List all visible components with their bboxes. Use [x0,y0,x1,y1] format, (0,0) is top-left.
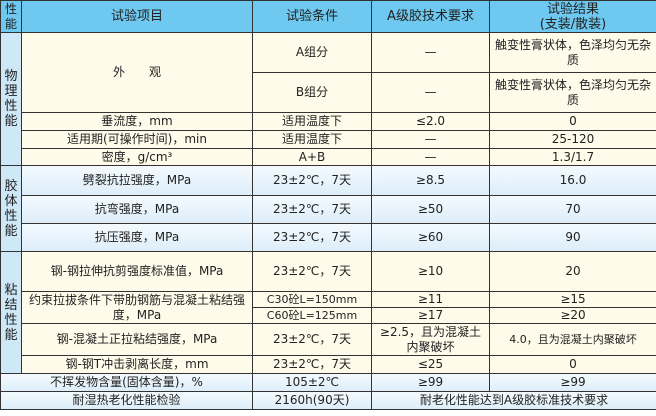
cell-requirement: ≥60 [371,223,490,252]
cell-condition: B组分 [252,72,372,113]
cell-requirement: — [371,130,490,149]
cell-requirement: ≥99 [371,373,490,392]
cell-item: 抗压强度，MPa [21,223,253,252]
category-bond: 粘结性能 [0,251,22,374]
category-colloid: 胶体性能 [0,165,22,252]
table-row: 粘结性能 钢-钢拉伸抗剪强度标准值，MPa 23±2℃，7天 ≥10 20 [0,251,656,374]
cell-result: ≥99 [489,373,656,392]
cell-requirement: ≤2.0 [371,112,490,131]
cell-item: 耐湿热老化性能检验 [0,391,253,410]
table-row: 钢-钢T冲击剥离长度，mm 23±2℃，7天 ≤25 0 [0,355,656,374]
cell-requirement: ≥10 [371,251,490,292]
header-result: 试验结果 (支装/散装) [489,0,656,33]
table-row: 物理性能 外 观 A组分 — 触变性膏状体，色泽均匀无杂质 [0,32,656,166]
cell-condition: 105±2℃ [252,373,372,392]
cell-result: 4.0，且为混凝土内聚破坏 [489,323,656,356]
cell-condition: 23±2℃，7天 [252,323,372,356]
cell-condition: A+B [252,148,372,166]
cell-condition: 适用温度下 [252,130,372,149]
cell-item: 约束拉拔条件下带肋钢筋与混凝土粘结强度，MPa [21,291,253,324]
cell-requirement: ≥17 [371,307,490,324]
cell-requirement: — [371,72,490,113]
cell-condition: A组分 [252,32,372,73]
cell-result: 16.0 [489,165,656,196]
cell-condition: 适用温度下 [252,112,372,131]
table-row: 约束拉拔条件下带肋钢筋与混凝土粘结强度，MPa C30砼L=150mm ≥11 … [0,291,656,324]
cell-condition: C60砼L=125mm [252,307,372,324]
table-row: 不挥发物含量(固体含量)，% 105±2℃ ≥99 ≥99 [0,373,656,392]
cell-result: 0 [489,355,656,374]
cell-result: 25-120 [489,130,656,149]
cell-item: 垂流度，mm [21,112,253,131]
header-requirement: A级胶技术要求 [371,0,490,33]
cell-condition: 23±2℃，7天 [252,223,372,252]
cell-requirement: — [371,148,490,166]
cell-result: 触变性膏状体，色泽均匀无杂质 [489,32,656,73]
cell-requirement: ≥50 [371,195,490,224]
cell-condition: 23±2℃，7天 [252,251,372,292]
cell-requirement: ≤25 [371,355,490,374]
cell-item: 钢-钢拉伸抗剪强度标准值，MPa [21,251,253,292]
header-item: 试验项目 [21,0,253,33]
cell-item: 钢-混凝土正拉粘结强度，MPa [21,323,253,356]
cell-result: 90 [489,223,656,252]
table-row: 胶体性能 劈裂抗拉强度，MPa 23±2℃，7天 ≥8.5 16.0 [0,165,656,252]
cell-requirement: ≥8.5 [371,165,490,196]
cell-requirement: ≥11 [371,291,490,308]
cell-item: 密度，g/cm³ [21,148,253,166]
cell-result: ≥20 [489,307,656,324]
cell-item: 抗弯强度，MPa [21,195,253,224]
cell-item: 外 观 [21,32,253,113]
cell-result: 触变性膏状体，色泽均匀无杂质 [489,72,656,113]
cell-condition: 23±2℃，7天 [252,165,372,196]
cell-condition: 23±2℃，7天 [252,355,372,374]
cell-item: 劈裂抗拉强度，MPa [21,165,253,196]
table-row: 钢-混凝土正拉粘结强度，MPa 23±2℃，7天 ≥2.5，且为混凝土内聚破坏 … [0,323,656,356]
header-category: 性能 [0,0,22,33]
table-row: 密度，g/cm³ A+B — 1.3/1.7 [0,148,656,166]
cell-condition: 23±2℃，7天 [252,195,372,224]
cell-condition: C30砼L=150mm [252,291,372,308]
cell-result: 1.3/1.7 [489,148,656,166]
header-row: 性能 试验项目 试验条件 A级胶技术要求 试验结果 (支装/散装) [0,0,656,33]
table-row: 抗压强度，MPa 23±2℃，7天 ≥60 90 [0,223,656,252]
cell-result: 70 [489,195,656,224]
cell-requirement: — [371,32,490,73]
header-condition: 试验条件 [252,0,372,33]
cell-result: ≥15 [489,291,656,308]
table-row: 垂流度，mm 适用温度下 ≤2.0 0 [0,112,656,131]
cell-item: 钢-钢T冲击剥离长度，mm [21,355,253,374]
category-physical: 物理性能 [0,32,22,166]
cell-result: 20 [489,251,656,292]
table-row: 抗弯强度，MPa 23±2℃，7天 ≥50 70 [0,195,656,224]
cell-requirement: ≥2.5，且为混凝土内聚破坏 [371,323,490,356]
table-row: 耐湿热老化性能检验 2160h(90天) 耐老化性能达到A级胶标准技术要求 [0,391,656,410]
table-row: 适用期(可操作时间)，min 适用温度下 — 25-120 [0,130,656,149]
cell-condition: 2160h(90天) [252,391,372,410]
cell-item: 适用期(可操作时间)，min [21,130,253,149]
cell-result: 0 [489,112,656,131]
cell-item: 不挥发物含量(固体含量)，% [0,373,253,392]
cell-result: 耐老化性能达到A级胶标准技术要求 [371,391,656,410]
